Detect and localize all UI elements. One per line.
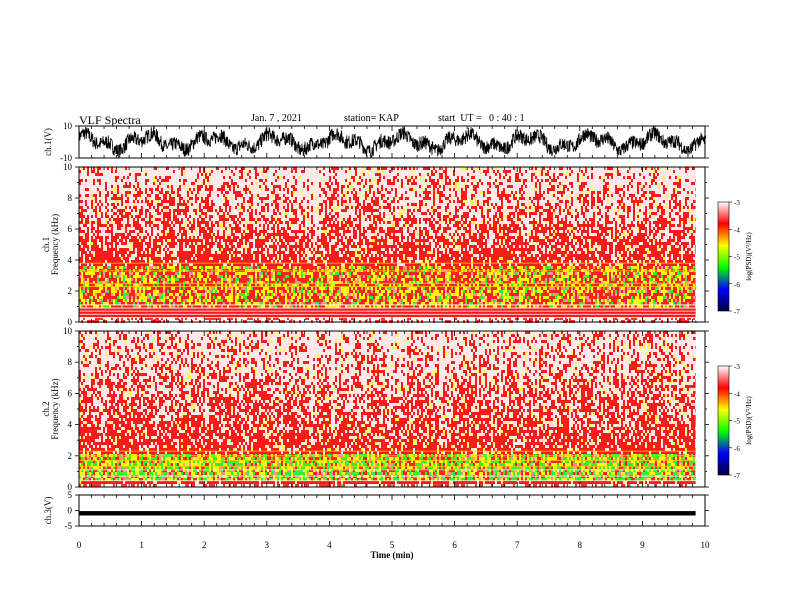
colorbar-tick-label: -5 — [734, 254, 740, 262]
y-tick-label: 2 — [68, 451, 73, 461]
spectrogram-ch2 — [79, 331, 705, 487]
x-tick-label: 8 — [578, 540, 583, 550]
colorbar-label: log(PSD)(V²/Hz) — [745, 396, 753, 445]
y-axis-label: ch.2 — [41, 401, 51, 416]
colorbar-ch2: -3 -4 -5 -6 -7 log(PSD)(V²/Hz) — [717, 363, 753, 480]
station-label: station= KAP — [344, 113, 399, 124]
colorbar-tick-label: -3 — [734, 363, 740, 371]
x-tick-label: 0 — [77, 540, 82, 550]
colorbar-tick-label: -7 — [734, 472, 740, 480]
y-tick-label: 10 — [63, 162, 73, 172]
y-tick-label: 8 — [68, 193, 73, 203]
colorbar-tick-label: -4 — [734, 390, 740, 398]
ch1-waveform-line — [78, 126, 707, 158]
y-tick-label: 4 — [68, 255, 73, 265]
y-tick-label: 8 — [68, 357, 73, 367]
x-tick-label: 2 — [202, 540, 207, 550]
y-tick-label: 0 — [68, 482, 73, 492]
x-tick-label: 7 — [515, 540, 520, 550]
colorbar-tick-label: -4 — [734, 226, 740, 234]
y-axis-label: ch.1(V) — [43, 128, 53, 156]
colorbar-label: log(PSD)(V²/Hz) — [745, 232, 753, 281]
y-axis-label: ch.1 — [41, 237, 51, 252]
y-tick-label: 5 — [68, 490, 73, 500]
y-tick-label: 10 — [63, 326, 73, 336]
start-time-label: start UT = 0 : 40 : 1 — [438, 113, 525, 124]
x-tick-label: 10 — [701, 540, 711, 550]
y-tick-label: 10 — [63, 121, 73, 131]
y-tick-label: -5 — [65, 521, 73, 531]
x-tick-label: 5 — [390, 540, 395, 550]
y-axis-label: ch.3(V) — [43, 497, 53, 525]
colorbar-tick-label: -7 — [734, 308, 740, 316]
y-tick-label: 6 — [68, 224, 73, 234]
y-axis-label: Frequency (kHz) — [50, 378, 60, 439]
y-tick-label: 4 — [68, 420, 73, 430]
colorbar-rect — [717, 201, 730, 312]
y-axis-label: Frequency (kHz) — [50, 214, 60, 275]
y-tick-label: 0 — [68, 506, 73, 516]
colorbar-tick-label: -6 — [734, 445, 740, 453]
colorbar-tick-label: -3 — [734, 199, 740, 207]
spectrogram-ch1 — [79, 167, 705, 323]
colorbar-tick-label: -6 — [734, 281, 740, 289]
y-tick-label: 0 — [68, 317, 73, 327]
colorbar-ch1: -3 -4 -5 -6 -7 log(PSD)(V²/Hz) — [717, 199, 753, 316]
y-tick-label: 2 — [68, 286, 73, 296]
colorbar-tick-label: -5 — [734, 418, 740, 426]
colorbar-rect — [717, 365, 730, 476]
x-axis-label: Time (min) — [370, 550, 413, 560]
x-tick-label: 1 — [139, 540, 144, 550]
x-tick-label: 9 — [640, 540, 645, 550]
date-label: Jan. 7 , 2021 — [251, 113, 302, 124]
ch3-waveform-line — [79, 511, 696, 516]
x-tick-label: 4 — [327, 540, 332, 550]
x-tick-label: 3 — [265, 540, 270, 550]
y-tick-label: 6 — [68, 388, 73, 398]
y-tick-label: -10 — [60, 153, 72, 163]
x-tick-label: 6 — [452, 540, 457, 550]
chart-title: VLF Spectra — [79, 113, 141, 128]
